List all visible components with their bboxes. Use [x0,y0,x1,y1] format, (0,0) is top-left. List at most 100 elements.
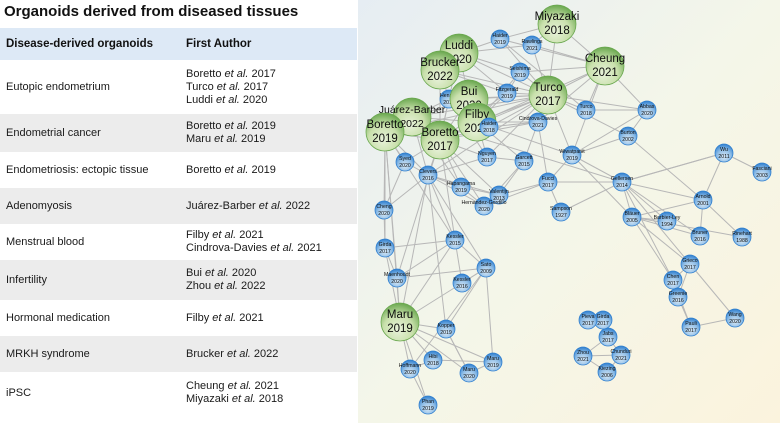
node-circle [483,352,503,372]
node-circle [714,143,734,163]
network-edge [571,154,623,183]
node-name-label: Gellersen [611,176,633,182]
node-circle [477,147,497,167]
node-circle [690,226,710,246]
node-name-label: Kessler [446,234,464,240]
node-year-label: 2015 [449,241,461,247]
node-circle [537,4,577,44]
network-edge [384,131,456,241]
network-edge [631,216,691,265]
node-name-label: Hoffmann [399,363,422,369]
node-year-label: 2018 [427,361,439,367]
node-circle [365,112,405,152]
table-row: MRKH syndrome Brucker et al. 2022 [0,336,357,372]
node-name-label: Hernandez-Gordillo [462,200,507,206]
node-name-label: Clevers [419,169,437,175]
network-edge [396,239,456,279]
node-circle [436,319,456,339]
node-circle [680,254,700,274]
author-cell: Boretto et al. 2019 [186,164,357,177]
node-year-label: 2021 [592,67,618,79]
network-edge [409,267,487,370]
node-circle [668,287,688,307]
et-al-text: et al. [224,120,249,132]
node-year-label: 2017 [602,338,614,344]
et-al-text: et al. [258,199,283,212]
network-edge [560,181,623,213]
node-miyazaki: Miyazaki 2018 [535,4,579,44]
node-name-label: Greenie [669,291,688,297]
node-circle [538,172,558,192]
author-text: Cheung [186,380,228,392]
node-turco: Turco 2017 [528,75,568,115]
network-edge [571,154,633,218]
disease-cell: Endometriosis: ectopic tissue [6,164,149,176]
node-year-label: 2005 [626,218,638,224]
node-circle [514,151,534,171]
author-text: 2019 [248,120,276,132]
node-name-label: Filby [465,109,490,121]
network-edge [399,174,429,323]
node-name-label: Maru [463,367,475,373]
node-circle [400,359,420,379]
author-entry: Cheung et al. 2021 [186,380,357,393]
author-text: 2020 [228,267,257,279]
author-text: 2021 [294,242,322,254]
network-edge [571,109,648,156]
node-year-label: 2018 [483,128,495,134]
author-text: 2019 [237,133,266,145]
node-year-label: 2021 [615,356,627,362]
disease-cell: Menstrual blood [6,236,85,248]
author-text: Turco [186,80,217,93]
node-circle [490,29,510,49]
node-name-label: Haider [481,121,497,127]
author-text: Boretto [186,163,225,176]
author-text: Brucker [186,347,227,360]
author-text: 2022 [250,347,279,360]
node-year-label: 2013 [493,196,505,202]
author-entry: Juárez-Barber et al. 2022 [186,200,357,213]
author-entry: Cindrova-Davies et al. 2021 [186,242,357,255]
table-row: Eutopic endometrium Boretto et al. 2017 Tu… [0,60,357,114]
node-name-label: Fasciani [752,166,771,172]
author-text: 2017 [248,67,276,80]
node-year-label: 2017 [481,158,493,164]
node-year-label: 2022 [400,118,424,130]
node-circle [622,207,642,227]
table-header-row: Disease-derived organoids First Author [0,28,357,60]
network-edge [427,174,456,241]
node-year-label: 2017 [685,328,697,334]
node-name-label: Boretto [421,127,458,139]
page-title: Organoids derived from diseased tissues [4,3,299,20]
et-al-text: et al. [224,67,249,80]
node-name-label: Syed [399,156,411,162]
network-edge [485,267,494,363]
node-year-label: 2018 [580,111,592,117]
author-text: Miyazaki [186,393,232,405]
table-row: iPSC Cheung et al. 2021 Miyazaki et al. 20… [0,372,357,414]
node-name-label: Wiwatpanit [559,149,585,155]
node-name-label: Pieva [582,314,595,320]
author-cell: Brucker et al. 2022 [186,348,357,361]
author-entry: Boretto et al. 2017 [186,68,357,81]
node-name-label: Rawlings [521,39,542,45]
author-entry: Luddi et al. 2020 [186,94,357,107]
node-name-label: Chunduri [610,349,631,355]
author-text: 2021 [236,229,264,241]
node-year-label: 2021 [526,46,538,52]
network-edge [631,216,743,238]
et-al-text: et al. [212,229,237,241]
author-text: 2022 [282,199,311,212]
node-circle [693,190,713,210]
